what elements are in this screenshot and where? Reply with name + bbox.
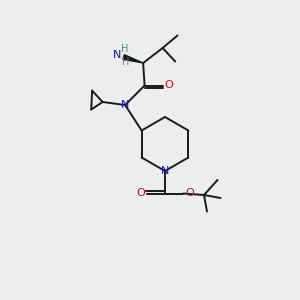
Text: O: O: [185, 188, 194, 199]
Text: N: N: [113, 50, 121, 61]
Text: O: O: [165, 80, 174, 91]
Text: N: N: [121, 100, 129, 110]
Text: H: H: [122, 44, 129, 54]
Text: N: N: [161, 166, 169, 176]
Polygon shape: [123, 55, 143, 63]
Text: O: O: [136, 188, 145, 199]
Text: H: H: [122, 57, 130, 68]
